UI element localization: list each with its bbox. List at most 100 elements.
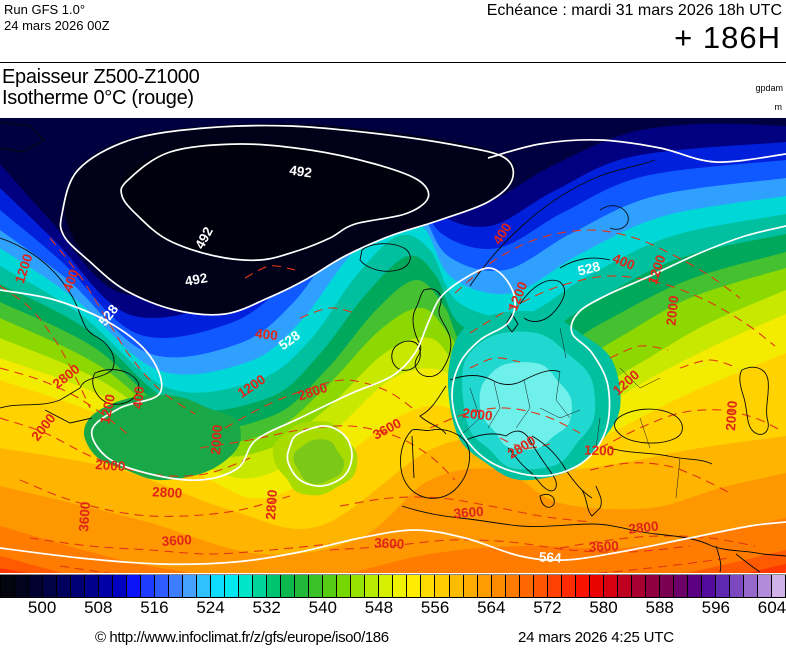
band [0,518,786,573]
red-contour [339,496,591,523]
red-contour [499,437,551,449]
white-contour-label: 492 [184,270,209,289]
colorbar-tick: 516 [140,598,169,617]
colorbar-tick: 604 [757,598,786,617]
coastline [449,369,561,385]
colorbar-cell [252,575,267,597]
red-contour-label: 2800 [263,489,280,520]
colorbar-cell [728,575,743,597]
border [639,417,651,449]
colorbar-cell [406,575,421,597]
colorbar-cell [364,575,379,597]
coastline [465,430,557,492]
coastline [739,366,769,435]
colorbar-tick: 532 [252,598,281,617]
red-contour-label: 2000 [95,457,126,474]
border [487,381,501,429]
coastline [0,237,115,409]
colorbar-cell [0,575,15,597]
coastline [581,485,602,517]
red-contour [599,409,781,449]
red-contour-label: 2800 [628,518,659,536]
band [0,550,786,573]
red-contour-label: 1200 [584,442,615,458]
colorbar-cell [462,575,477,597]
map-title-isotherm: Isotherme 0°C (rouge) [2,87,194,109]
thickness-colorbar [0,574,786,598]
red-contour-label: 3600 [161,532,192,549]
red-contour [224,379,416,429]
colorbar-cell [84,575,99,597]
colorbar-tick: 596 [701,598,730,617]
colorbar-tick: 548 [364,598,394,617]
colorbar-cell [98,575,113,597]
border [595,417,601,449]
red-contour [469,357,521,369]
coastline [531,435,593,499]
generation-time: 24 mars 2026 4:25 UTC [518,629,674,646]
colorbar-tick: 540 [308,598,337,617]
contour-528-azores [286,425,353,487]
colorbar-cell [70,575,85,597]
white-contour-label: 564 [539,549,563,565]
unit-gpdam-label: gpdam [755,83,783,93]
colorbar-cell [686,575,701,597]
coastline [0,121,45,153]
red-contour [679,359,739,369]
red-contour-label: 3600 [453,504,484,522]
colorbar-cell [434,575,449,597]
colorbar-cell [28,575,43,597]
coastline [44,409,93,424]
coastline [735,553,761,573]
coastline [391,340,421,371]
white-contour-label: 492 [288,163,312,181]
colorbar-tick-labels: 500 508 516 524 532 540 548 556 564 572 580 588 596 6… [0,598,786,618]
colorbar-cell [280,575,295,597]
red-contour [329,539,691,553]
colorbar-tick: 580 [589,598,618,617]
red-contour-label: 2000 [663,295,681,326]
red-contour-label: 2000 [208,424,225,455]
red-contour [589,462,731,494]
colorbar-cell [112,575,127,597]
colorbar-cell [392,575,407,597]
colorbar-cell [420,575,435,597]
red-contour-label: 400 [254,326,278,343]
red-contour [0,285,91,409]
colorbar-tick: 556 [420,598,450,617]
colorbar-tick: 564 [477,598,506,617]
header-divider [0,62,786,63]
red-contour-label: 3600 [588,538,619,555]
red-contour-label: 2000 [723,400,740,431]
red-contour-label: 3600 [374,535,405,552]
red-contour [609,345,669,359]
colorbar-cell [742,575,757,597]
coastline [400,428,471,499]
border [539,407,581,419]
red-contour [299,307,359,319]
colorbar-cell [168,575,183,597]
colorbar-cell [294,575,309,597]
pocket [120,141,429,261]
copyright-url: © http://www.infoclimat.fr/z/gfs/europe/… [95,629,389,646]
red-contour-label: 3600 [76,501,93,532]
coastline [401,505,786,557]
contour-564 [0,521,786,566]
coastline [505,313,519,333]
border [559,327,567,359]
colorbar-cell [56,575,71,597]
thickness-white-contours [0,124,786,566]
unit-m-label: m [774,102,783,112]
red-contour [19,479,291,517]
red-contour [559,535,756,549]
colorbar-cell [42,575,57,597]
valid-time-label: Echéance : mardi 31 mars 2026 18h UTC [486,2,782,19]
colorbar-cell [490,575,505,597]
red-contour-label: 2800 [152,484,183,501]
red-contour [59,557,731,573]
red-contour-label: 2000 [462,405,493,423]
colorbar-cell [630,575,645,597]
border [675,457,681,499]
colorbar-cell [266,575,281,597]
